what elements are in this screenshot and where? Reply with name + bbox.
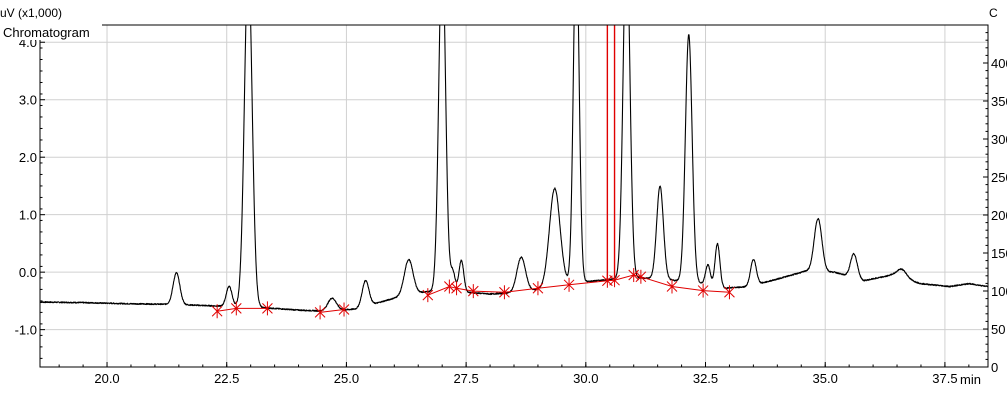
y-tick-label: -1.0 (15, 323, 37, 338)
peak-marker (262, 301, 273, 316)
integration-baseline (320, 309, 345, 313)
peak-marker-stroke (724, 286, 735, 298)
y-axis-unit-label: uV (x1,000) (0, 6, 62, 20)
peak-marker (666, 279, 678, 294)
peak-marker (532, 281, 544, 296)
peak-marker (444, 279, 455, 294)
x-tick-label: 32.5 (693, 371, 718, 386)
trace-layer (40, 25, 988, 312)
right-tick-label: 50 (991, 322, 1005, 337)
peak-marker (230, 301, 242, 316)
peak-marker (499, 285, 510, 300)
right-tick-label: 200 (991, 208, 1007, 223)
right-tick-label: 350 (991, 94, 1007, 109)
right-tick-label: 0 (991, 360, 998, 375)
peak-marker-stroke (422, 289, 434, 301)
peak-marker-stroke (467, 285, 479, 297)
right-tick-label: 150 (991, 246, 1007, 261)
peak-marker (628, 268, 640, 283)
y-tick-label: 2.0 (19, 150, 37, 165)
peak-marker (338, 302, 350, 317)
peak-marker (314, 305, 326, 320)
right-axis-unit-label: C (989, 6, 998, 20)
peak-marker-stroke (314, 307, 326, 318)
chromatogram-trace (40, 25, 988, 312)
peak-marker (563, 277, 575, 292)
x-tick-label: 37.5 (932, 371, 957, 386)
peak-marker-stroke (697, 285, 709, 296)
right-tick-label: 400 (991, 56, 1007, 71)
peak-marker (724, 285, 735, 300)
peak-marker-stroke (563, 279, 575, 291)
x-tick-label: 35.0 (813, 371, 838, 386)
integration-layer (211, 25, 735, 320)
peak-marker-stroke (230, 303, 242, 314)
peak-marker (635, 269, 647, 284)
peak-marker-stroke (499, 286, 510, 298)
y-tick-label: 0.0 (19, 265, 37, 280)
peak-marker-stroke (451, 282, 462, 294)
peak-marker-stroke (628, 269, 640, 281)
peak-marker-stroke (211, 305, 223, 317)
legend-box (0, 24, 102, 40)
peak-marker (609, 273, 620, 288)
x-tick-label: 25.0 (334, 371, 359, 386)
x-axis-unit-label: min (960, 372, 981, 387)
legend-label: Chromatogram (3, 25, 90, 40)
peak-marker-stroke (602, 275, 613, 287)
integration-baseline (427, 274, 730, 296)
x-tick-label: 22.5 (214, 371, 239, 386)
peak-marker (467, 284, 479, 299)
x-tick-label: 30.0 (573, 371, 598, 386)
peak-marker-stroke (609, 274, 620, 286)
peak-marker (422, 288, 434, 303)
right-tick-label: 250 (991, 170, 1007, 185)
right-tick-label: 100 (991, 284, 1007, 299)
peak-marker-stroke (444, 281, 455, 292)
peak-marker-stroke (262, 303, 273, 314)
y-tick-label: 1.0 (19, 208, 37, 223)
peak-marker (697, 283, 709, 298)
y-tick-label: 3.0 (19, 93, 37, 108)
peak-marker-stroke (338, 304, 350, 315)
right-tick-label: 300 (991, 132, 1007, 147)
x-tick-label: 27.5 (453, 371, 478, 386)
peak-marker (451, 281, 462, 296)
x-tick-label: 20.0 (94, 371, 119, 386)
peak-marker-stroke (635, 271, 647, 283)
axes: 20.0 22.5 25.0 27.5 30.0 32.5 35.0 37.5 -1.0 0.0 1… (15, 32, 1007, 386)
peak-marker-stroke (666, 281, 678, 292)
peak-marker (211, 304, 223, 319)
peak-marker-stroke (532, 282, 544, 294)
